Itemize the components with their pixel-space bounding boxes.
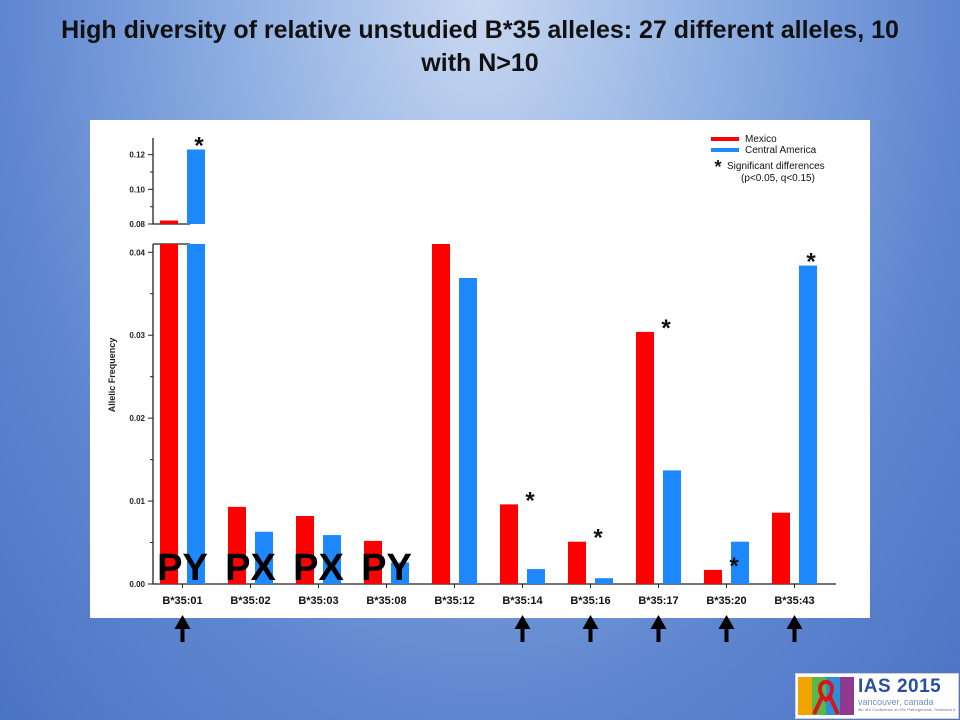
x-tick-label: B*35:02 [230,595,270,607]
y-tick-label: 0.04 [129,248,145,257]
y-axis-label: Allelic Frequency [107,338,117,413]
x-tick-label: B*35:20 [706,595,746,607]
legend-label-mexico: Mexico [745,134,777,145]
x-tick-label: B*35:16 [570,595,610,607]
bar-mexico [296,516,314,584]
x-tick-label: B*35:17 [638,595,678,607]
red-ribbon-icon [798,677,854,715]
legend-label-central-america: Central America [745,145,817,156]
logo-title: IAS 2015 [858,676,942,697]
bar-mexico [772,512,790,584]
overlay-label: PY [361,547,412,589]
bar-mexico [432,244,450,584]
overlay-label: PX [293,547,344,589]
overlay-label: PY [157,547,208,589]
significance-star: * [593,525,603,552]
bar-mexico [568,541,586,584]
significance-star: * [729,553,739,580]
y-tick-label: 0.10 [129,185,145,194]
x-tick-label: B*35:08 [366,595,406,607]
overlay-label: PX [225,547,276,589]
significance-star: * [661,315,671,342]
x-tick-label: B*35:01 [162,595,202,607]
bar-mexico [364,540,382,584]
bar-mexico [636,331,654,584]
bar-mexico [704,569,722,584]
y-tick-label: 0.12 [129,151,145,160]
y-tick-label: 0.01 [129,497,145,506]
arrow-up-icon [582,615,599,642]
significance-star: * [194,132,204,159]
bar-mexico-upper-segment [160,220,178,224]
bar-central-america [731,541,749,584]
bar-central-america [323,535,341,584]
bar-central-america [459,278,477,584]
bar-central-america [663,470,681,584]
logo-fine-print: 8th IAS Conference on HIV Pathogenesis, … [858,708,956,712]
bar-central-america [799,265,817,584]
arrow-up-icon [718,615,735,642]
y-tick-label: 0.02 [129,414,145,423]
bar-mexico-lower-segment [160,244,178,584]
logo-location: vancouver, canada [858,697,934,707]
legend-star: * [714,157,721,177]
bar-central-america [391,562,409,584]
bar-mexico [228,506,246,584]
arrow-up-icon [650,615,667,642]
arrow-up-icon [786,615,803,642]
x-tick-label: B*35:03 [298,595,338,607]
x-tick-label: B*35:43 [774,595,814,607]
bar-central-america [255,531,273,584]
arrow-up-icon [174,615,191,642]
bar-central-america-upper-segment [187,149,205,224]
conference-logo: IAS 2015 vancouver, canada 8th IAS Confe… [795,673,959,719]
significance-star: * [806,249,816,276]
y-tick-label: 0.03 [129,331,145,340]
legend-note: Significant differences [727,161,825,172]
y-tick-label: 0.00 [129,580,145,589]
arrow-up-icon [514,615,531,642]
bar-chart: 0.00 0.01 0.02 0.03 0.04 0.08 0.10 0.12 Allelic … [107,132,836,607]
x-tick-label: B*35:12 [434,595,474,607]
bar-central-america [595,578,613,584]
significance-star: * [525,487,535,514]
bar-central-america-lower-segment [187,244,205,584]
legend-note-detail: (p<0.05, q<0.15) [741,173,815,184]
slide-title: High diversity of relative unstudied B*3… [61,16,899,77]
x-tick-label: B*35:14 [502,595,543,607]
bar-mexico [500,504,518,584]
bar-central-america [527,569,545,584]
y-tick-label: 0.08 [129,220,145,229]
chart-panel: 0.00 0.01 0.02 0.03 0.04 0.08 0.10 0.12 Allelic … [90,120,870,618]
